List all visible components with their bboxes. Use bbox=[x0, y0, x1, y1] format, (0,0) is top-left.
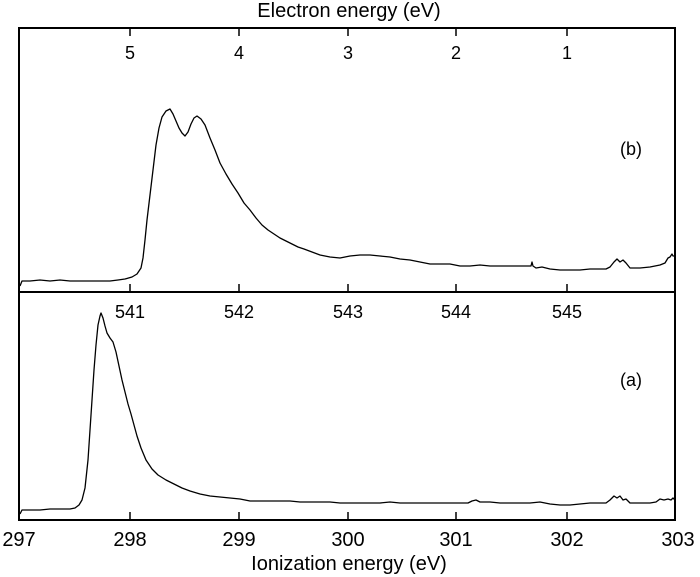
bottom-axis-ticks bbox=[129, 512, 568, 520]
bottom-tick-297: 297 bbox=[2, 529, 35, 551]
middle-axis-tick-labels: 541 542 543 544 545 bbox=[115, 302, 582, 322]
top-tick-5: 5 bbox=[125, 43, 135, 63]
bottom-tick-302: 302 bbox=[550, 529, 583, 551]
mid-tick-543: 543 bbox=[333, 302, 363, 322]
top-tick-4: 4 bbox=[234, 43, 244, 63]
spectrum-a-line bbox=[19, 312, 676, 515]
panel-label-b: (b) bbox=[620, 139, 642, 159]
top-axis-tick-labels: 5 4 3 2 1 bbox=[125, 43, 572, 63]
middle-axis-ticks bbox=[129, 284, 568, 292]
bottom-tick-300: 300 bbox=[331, 529, 364, 551]
bottom-tick-301: 301 bbox=[439, 529, 472, 551]
spectrum-b-line bbox=[19, 108, 675, 287]
mid-tick-544: 544 bbox=[441, 302, 471, 322]
top-tick-1: 1 bbox=[562, 43, 572, 63]
top-tick-3: 3 bbox=[343, 43, 353, 63]
mid-tick-542: 542 bbox=[224, 302, 254, 322]
bottom-axis-title: Ionization energy (eV) bbox=[251, 553, 447, 575]
bottom-tick-298: 298 bbox=[113, 529, 146, 551]
plot-frame bbox=[18, 27, 676, 521]
mid-tick-541: 541 bbox=[115, 302, 145, 322]
top-tick-2: 2 bbox=[451, 43, 461, 63]
top-axis-title: Electron energy (eV) bbox=[257, 0, 440, 22]
bottom-axis-tick-labels: 297 298 299 300 301 302 303 bbox=[2, 529, 694, 551]
mid-tick-545: 545 bbox=[552, 302, 582, 322]
bottom-tick-299: 299 bbox=[222, 529, 255, 551]
bottom-tick-303: 303 bbox=[661, 529, 694, 551]
panel-label-a: (a) bbox=[620, 370, 642, 390]
top-axis-ticks bbox=[129, 28, 568, 36]
